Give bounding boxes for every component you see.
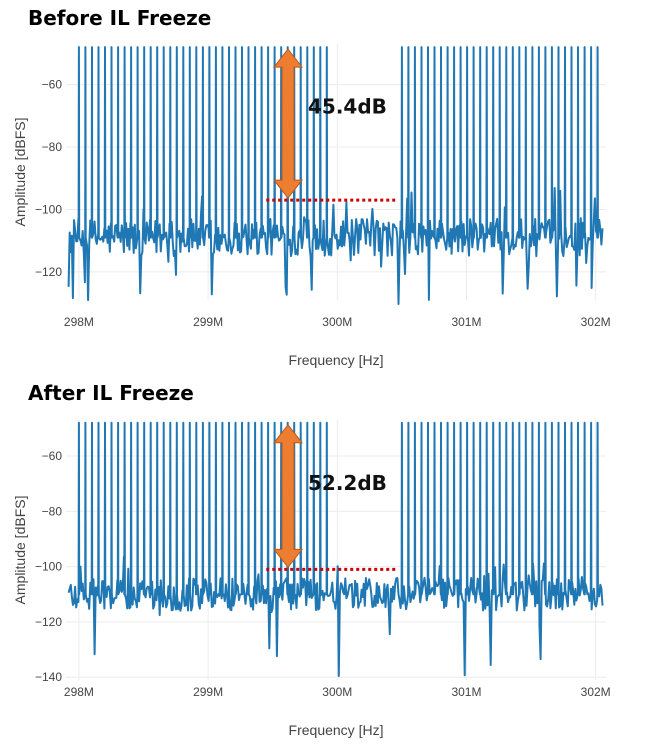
y-tick-label: −140	[35, 670, 62, 684]
x-tick-label: 300M	[322, 685, 352, 699]
x-tick-label: 302M	[581, 685, 611, 699]
x-tick-label: 301M	[451, 315, 481, 329]
y-axis-title: Amplitude [dBFS]	[12, 118, 28, 227]
x-tick-label: 301M	[451, 685, 481, 699]
x-axis-title: Frequency [Hz]	[289, 722, 384, 738]
y-tick-label: −120	[35, 265, 62, 279]
y-tick-label: −80	[42, 504, 63, 518]
dynamic-range-label: 52.2dB	[308, 471, 387, 495]
double-arrow-annotation	[272, 423, 304, 569]
y-tick-label: −100	[35, 560, 62, 574]
x-tick-label: 302M	[581, 315, 611, 329]
y-tick-label: −60	[42, 78, 63, 92]
spectrum-chart-after: 298M 299M 300M 301M 302M −60 −80 −100 −120 −140 Fr…	[12, 420, 611, 738]
y-tick-label: −80	[42, 140, 63, 154]
x-tick-label: 300M	[322, 315, 352, 329]
y-tick-label: −60	[42, 449, 63, 463]
chart-panel-after: After IL Freeze 298M 299M 300M 301M 302M −60 −…	[0, 372, 667, 751]
x-axis-title: Frequency [Hz]	[289, 352, 384, 368]
x-tick-label: 298M	[64, 685, 94, 699]
x-tick-label: 299M	[193, 315, 223, 329]
spectrum-chart-before: 298M 299M 300M 301M 302M −60 −80 −100 −120 Freque…	[12, 44, 611, 368]
x-tick-label: 299M	[193, 685, 223, 699]
chart-panel-before: Before IL Freeze 298M 299M 300M 301M 302M −60…	[0, 0, 667, 372]
chart-title: After IL Freeze	[28, 381, 194, 405]
spectrum-series-line	[67, 46, 604, 305]
dynamic-range-label: 45.4dB	[308, 95, 387, 119]
spectrum-series-line	[67, 421, 604, 677]
chart-title: Before IL Freeze	[28, 6, 212, 30]
y-axis-title: Amplitude [dBFS]	[12, 496, 28, 605]
y-tick-label: −120	[35, 615, 62, 629]
x-tick-label: 298M	[64, 315, 94, 329]
double-arrow-annotation	[272, 48, 304, 199]
y-tick-label: −100	[35, 202, 62, 216]
